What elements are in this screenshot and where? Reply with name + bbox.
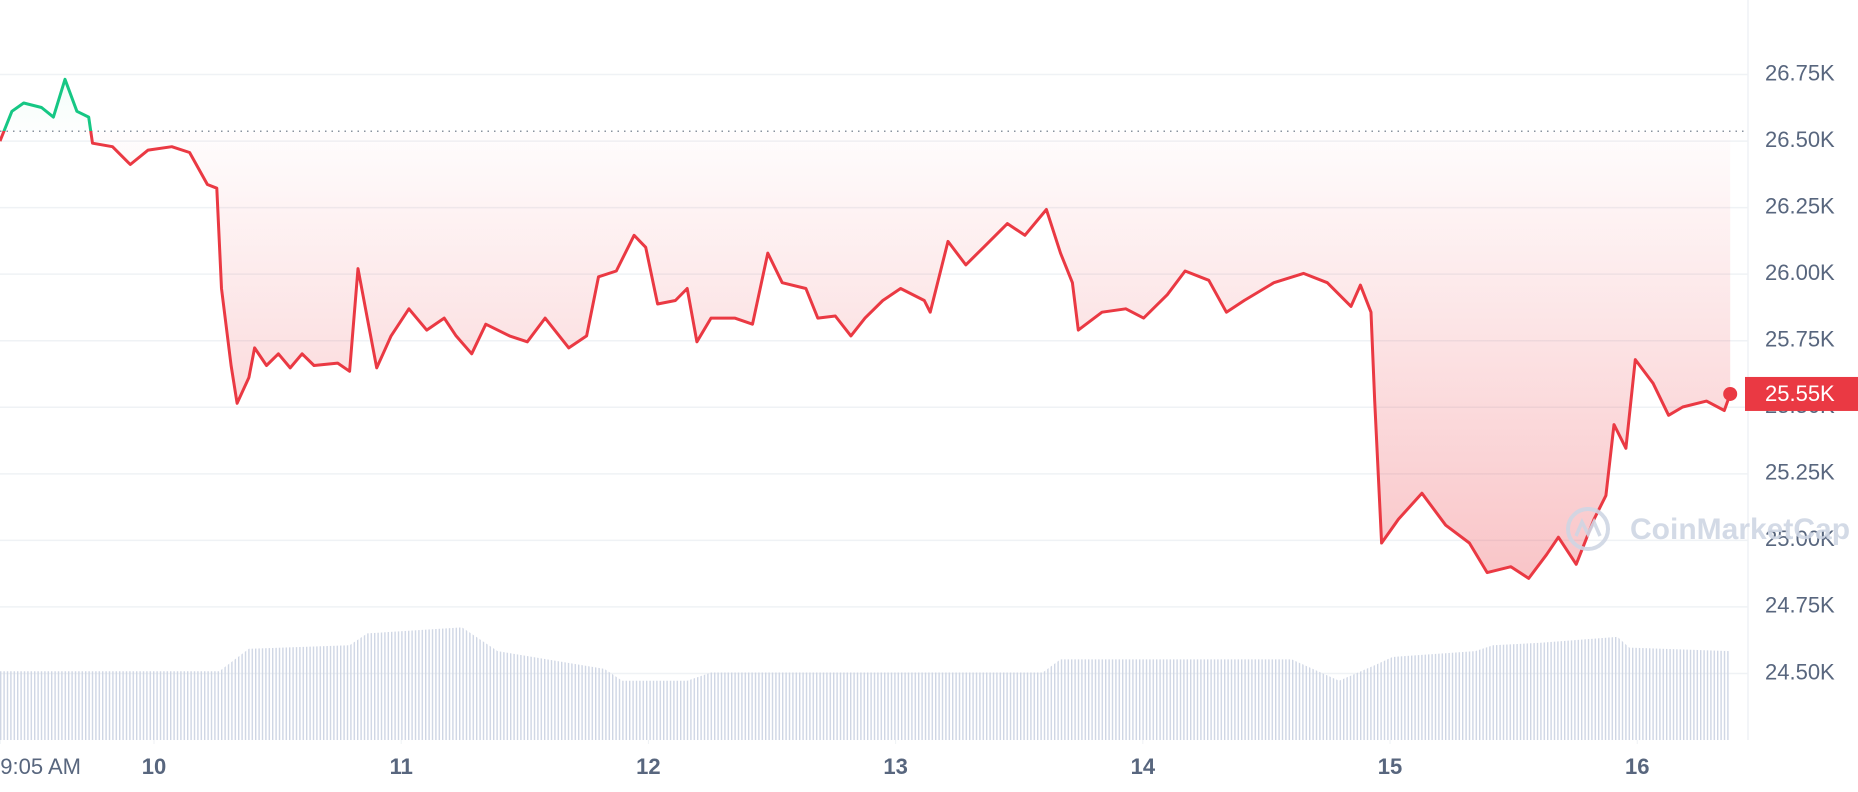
x-tick-label: 15 (1378, 754, 1402, 779)
watermark-group: CoinMarketCap (1566, 507, 1850, 551)
x-tick-label: 14 (1131, 754, 1156, 779)
watermark: CoinMarketCap (1630, 513, 1850, 546)
price-line (0, 77, 1732, 580)
watermark-logo-mark (1574, 517, 1602, 538)
last-point (1723, 386, 1738, 401)
volume-area (0, 627, 1731, 740)
y-tick-label: 24.50K (1765, 659, 1835, 684)
y-tick-label: 25.75K (1765, 327, 1835, 352)
volume (0, 627, 1731, 740)
x-tick-label: 10 (142, 754, 166, 779)
plot (0, 77, 1748, 580)
price-badge (1745, 376, 1858, 411)
price-area (0, 79, 1731, 579)
x-tick-label: 12 (636, 754, 660, 779)
y-tick-label: 26.25K (1765, 193, 1835, 218)
x-tick-label: 13 (883, 754, 907, 779)
y-tick-label: 25.00K (1765, 526, 1835, 551)
x-tick-label: 9:05 AM (0, 754, 81, 779)
y-tick-label: 26.50K (1765, 127, 1835, 152)
y-tick-label: 26.75K (1765, 60, 1835, 85)
x-tick-label: 11 (390, 754, 413, 779)
labels: 24.50K24.75K25.00K25.25K25.50K25.75K26.0… (0, 60, 1858, 779)
y-tick-label: 24.75K (1765, 593, 1835, 618)
price-badge-label: 25.55K (1765, 381, 1835, 406)
x-tick-label: 16 (1625, 754, 1649, 779)
y-tick-label: 26.00K (1765, 260, 1835, 285)
y-tick-label: 25.25K (1765, 460, 1835, 485)
watermark-logo (1566, 507, 1610, 551)
